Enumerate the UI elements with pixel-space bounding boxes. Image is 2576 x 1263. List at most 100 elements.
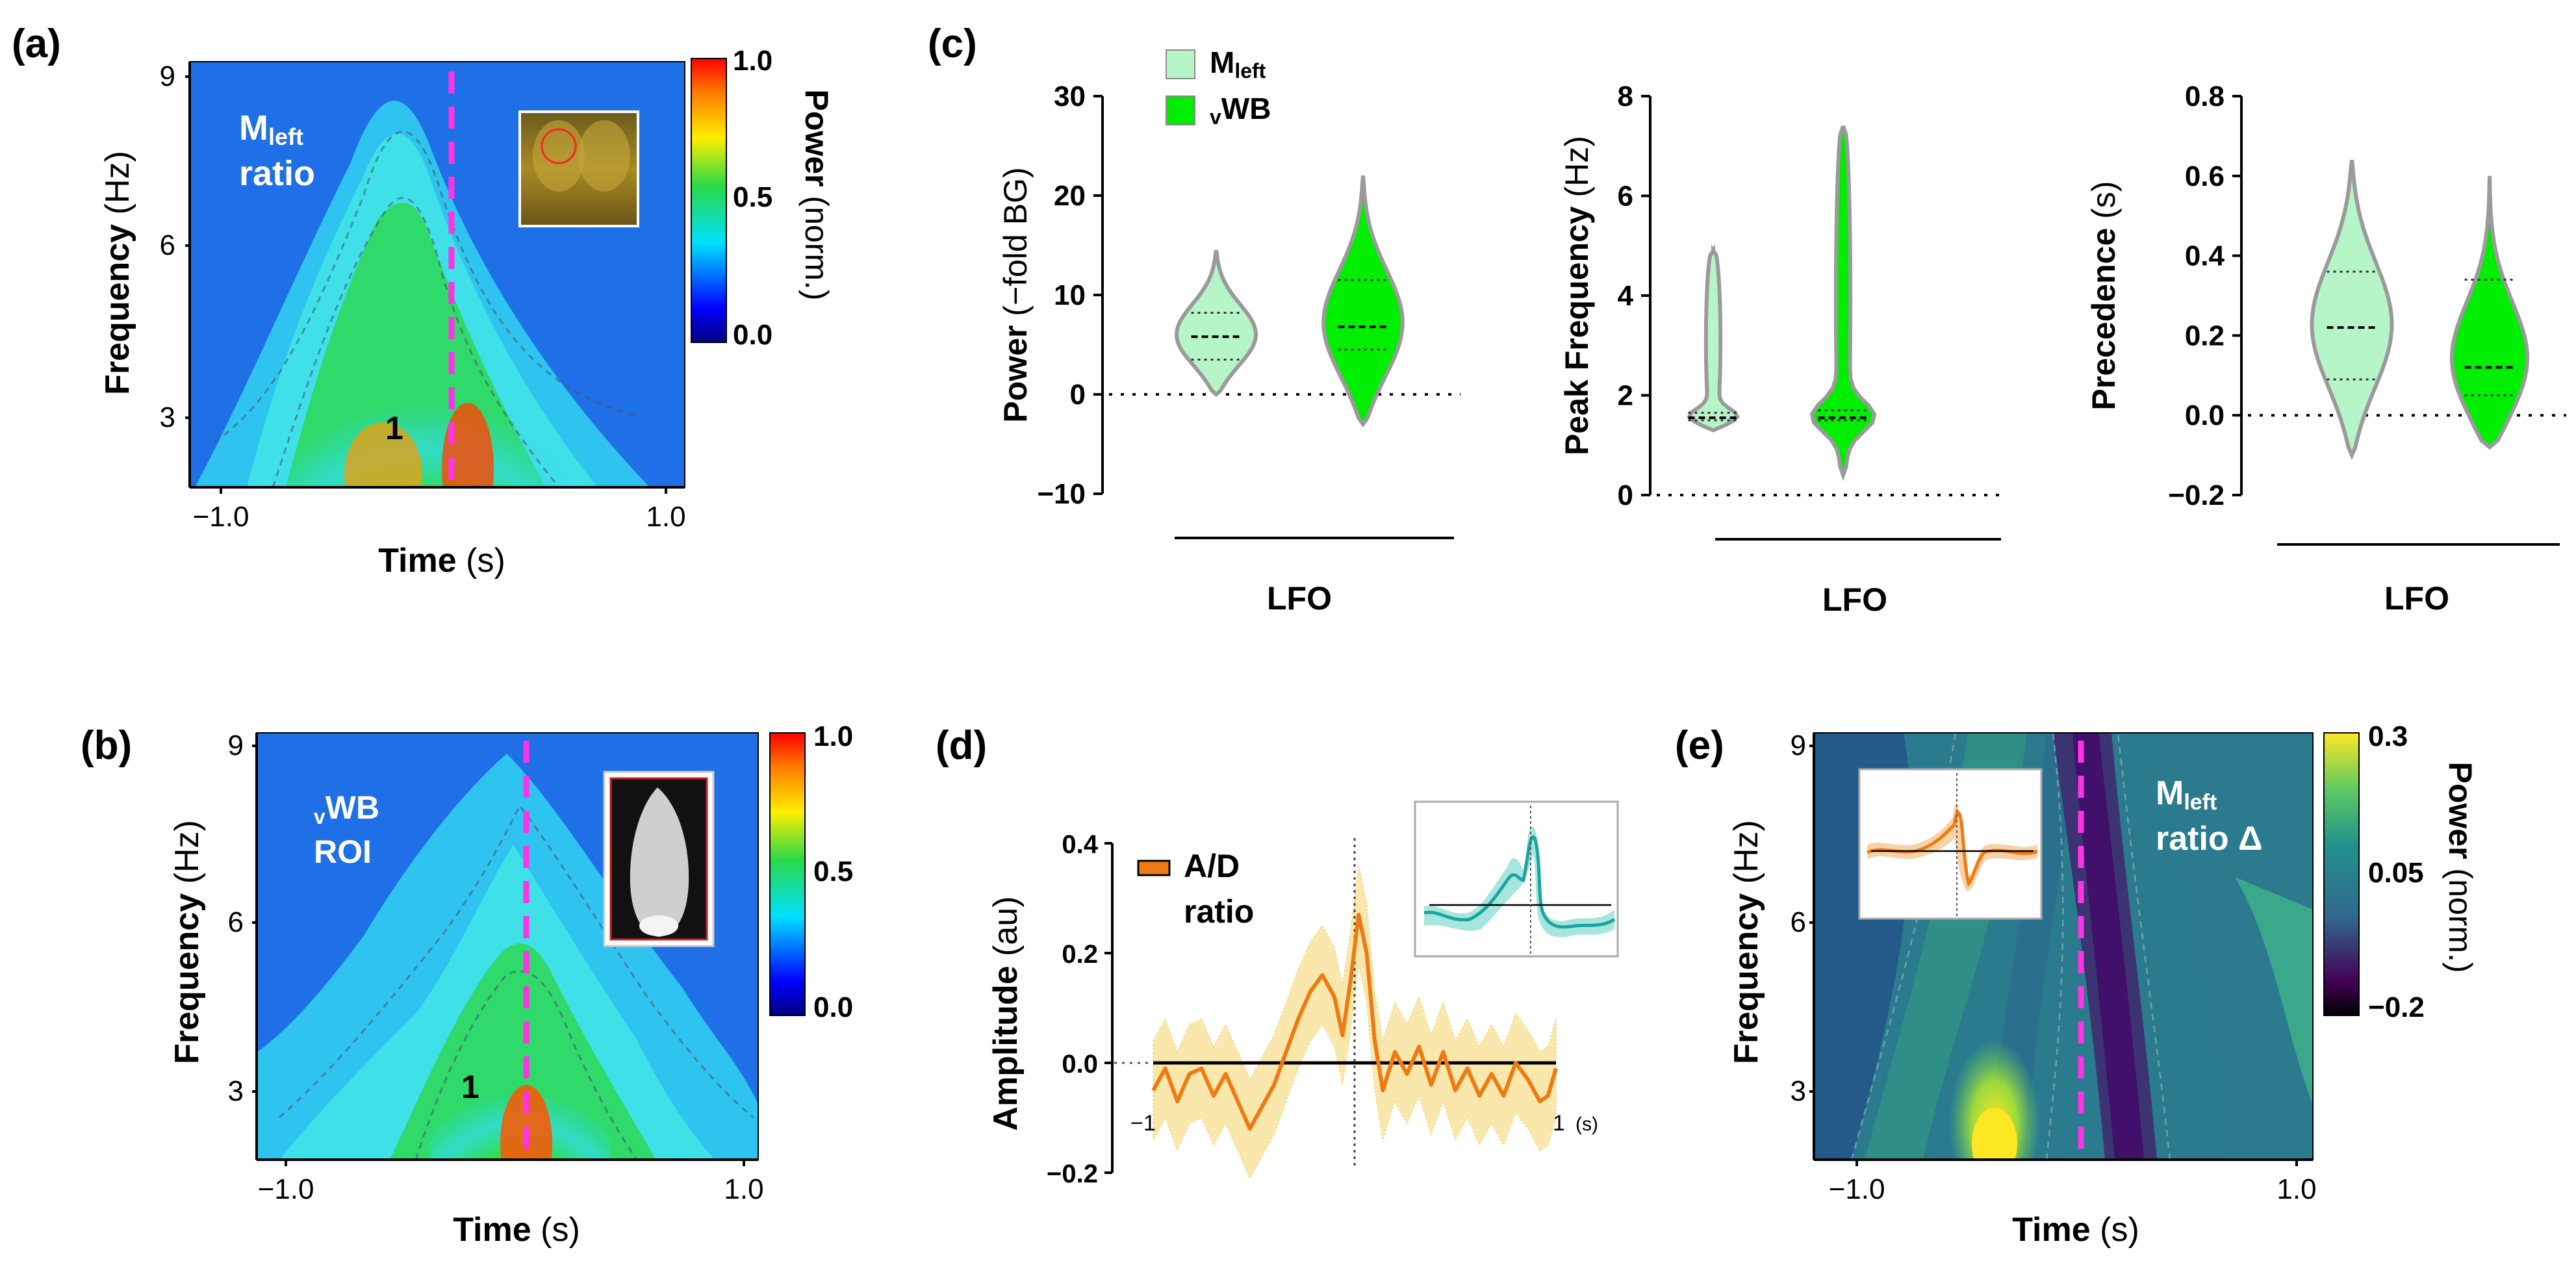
panel-b-overlay-roi: ROI [314,834,372,870]
d-ytick-label-3: 0.4 [1062,830,1098,859]
violin-chart-precedence: −0.2 0.0 0.2 0.4 0.6 0.8 Precedence (s) LFO [2085,81,2566,617]
d-series-line [1151,912,1558,1131]
panel-e-xtick-left: −1.0 [1829,1173,1885,1205]
panel-b-colorbar: 1.0 0.5 0.0 [769,721,853,1023]
legend-label-mleft: Mleft [1210,45,1266,83]
panel-e-overlay-delta: ratio Δ [2156,820,2263,858]
panel-e: (e) 3 6 9 −1.0 1.0 Frequency [1675,721,2479,1249]
panel-a-xtick-right: 1.0 [646,501,685,533]
panel-a-colorbar: 1.0 0.5 0.0 Power (norm.) [691,45,835,351]
panel-b: (b) 3 6 9 −1.0 1.0 Frequency (Hz) Time (… [81,721,853,1249]
c3-ytick-label-2: 0.2 [2185,320,2225,351]
panel-b-cbar-tick-05: 0.5 [813,856,853,887]
line-chart-amplitude: −0.2 0.0 0.2 0.4 Amplitude (au) −1 1 (s) [987,830,1598,1188]
c1-ylabel: Power (−fold BG) [997,167,1034,422]
panel-a-cbar-label: Power (norm.) [798,89,835,300]
panel-a-overlay-title: Mleft [239,108,303,150]
c1-violin-1 [1321,175,1405,428]
c1-ytick-label-0: −10 [1037,478,1086,510]
panel-a-xlabel: Time (s) [378,542,505,580]
panel-a-cbar-tick-05: 0.5 [733,181,772,213]
d-ylabel: Amplitude (au) [987,896,1025,1130]
legend-swatch-vwb [1166,96,1195,125]
panel-e-cbar-tick-005: 0.05 [2368,857,2424,889]
c2-ytick-label-0: 0 [1618,479,1633,511]
c3-group-label: LFO [2384,580,2449,617]
panel-a-letter: (a) [12,21,61,66]
c2-ytick-label-2: 4 [1618,280,1634,312]
d-x-endpoint-left: −1 [1130,1111,1156,1136]
panel-a-xtick-left: −1.0 [193,501,249,533]
legend-label-ad: A/D [1184,848,1240,884]
panel-e-overlay-title: Mleft [2156,774,2217,815]
panel-e-cbar-tick-neg02: −0.2 [2368,991,2425,1023]
c2-ylabel: Peak Frequency (Hz) [1559,136,1595,455]
c2-group-label: LFO [1822,581,1887,618]
panel-d-legend: A/D ratio [1137,848,1254,930]
panel-d-inset [1414,800,1619,958]
panel-e-ytick-9: 9 [1791,730,1806,761]
panel-a: (a) 3 6 9 −1.0 1.0 Frequency (Hz) Time (… [12,21,835,580]
panel-a-ylabel: Frequency (Hz) [99,151,136,395]
panel-b-letter: (b) [81,723,132,768]
panel-e-letter: (e) [1675,723,1724,768]
panel-b-overlay-title: vWB [314,789,379,828]
panel-b-peak-label: 1 [461,1069,479,1105]
panel-b-xlabel: Time (s) [453,1211,580,1249]
legend-swatch-mleft [1166,49,1195,79]
panel-b-ytick-3: 3 [228,1075,244,1107]
d-x-unit: (s) [1575,1114,1598,1135]
c3-ytick-label-3: 0.4 [2185,240,2225,272]
violin-chart-power: −10 0 10 20 30 Power (−fold BG) LFO [997,81,1460,617]
violin-chart-peak-frequency: 0 2 4 6 8 Peak Frequency (Hz) LFO [1559,81,2008,618]
panel-a-ytick-6: 6 [160,229,175,261]
c3-ytick-label-4: 0.6 [2185,160,2225,192]
legend-label-vwb: vWB [1210,92,1271,129]
c2-violin-0 [1687,244,1740,433]
c3-violin-0 [2310,159,2394,461]
c1-ytick-label-4: 30 [1054,81,1086,112]
d-x-endpoint-right: 1 [1553,1111,1565,1136]
panel-e-ylabel: Frequency (Hz) [1728,820,1765,1064]
panel-e-xtick-right: 1.0 [2276,1173,2316,1205]
c1-ytick-label-2: 10 [1054,279,1086,311]
panel-e-cbar-label: Power (norm.) [2442,761,2479,973]
panel-b-ytick-6: 6 [228,906,244,938]
d-confidence-band [1153,865,1557,1180]
legend-label-ratio: ratio [1184,893,1254,930]
d-ytick-label-2: 0.2 [1062,940,1098,969]
panel-d: (d) −0.2 0.0 0.2 0.4 Amplitude (au) −1 1 (s) A/… [936,723,1619,1188]
panel-b-ytick-9: 9 [228,730,244,761]
c1-group-label: LFO [1267,580,1332,617]
d-ytick-label-1: 0.0 [1062,1050,1098,1078]
panel-a-ytick-9: 9 [160,60,175,92]
c2-ytick-label-3: 6 [1618,181,1633,212]
panel-a-cbar-tick-0: 0.0 [733,319,772,351]
d-ytick-label-0: −0.2 [1047,1160,1098,1188]
panel-a-peak-label: 1 [385,410,403,446]
panel-a-brain-inset [518,110,639,227]
panel-e-ytick-3: 3 [1791,1075,1806,1107]
c2-violin-1 [1809,125,1877,481]
c1-ytick-label-3: 20 [1054,180,1086,212]
c3-ytick-label-1: 0.0 [2185,400,2225,431]
panel-e-cbar-tick-03: 0.3 [2368,721,2408,752]
c1-violin-0 [1174,249,1258,397]
panel-c-letter: (c) [928,21,977,66]
legend-swatch-ad-ratio [1137,860,1171,876]
c1-ytick-label-1: 0 [1070,379,1086,411]
c3-violin-1 [2449,175,2530,450]
panel-a-ytick-3: 3 [160,402,175,433]
panel-e-inset [1858,768,2043,920]
violin-legend: Mleft vWB [1166,45,1271,129]
panel-a-cbar-tick-1: 1.0 [733,45,772,77]
panel-d-letter: (d) [936,723,987,768]
panel-b-xtick-right: 1.0 [724,1173,763,1205]
panel-e-xlabel: Time (s) [2012,1211,2139,1249]
panel-b-ylabel: Frequency (Hz) [168,820,206,1064]
c3-ytick-label-0: −0.2 [2168,479,2225,511]
c3-ylabel: Precedence (s) [2085,181,2122,411]
panel-e-ytick-6: 6 [1791,906,1806,938]
